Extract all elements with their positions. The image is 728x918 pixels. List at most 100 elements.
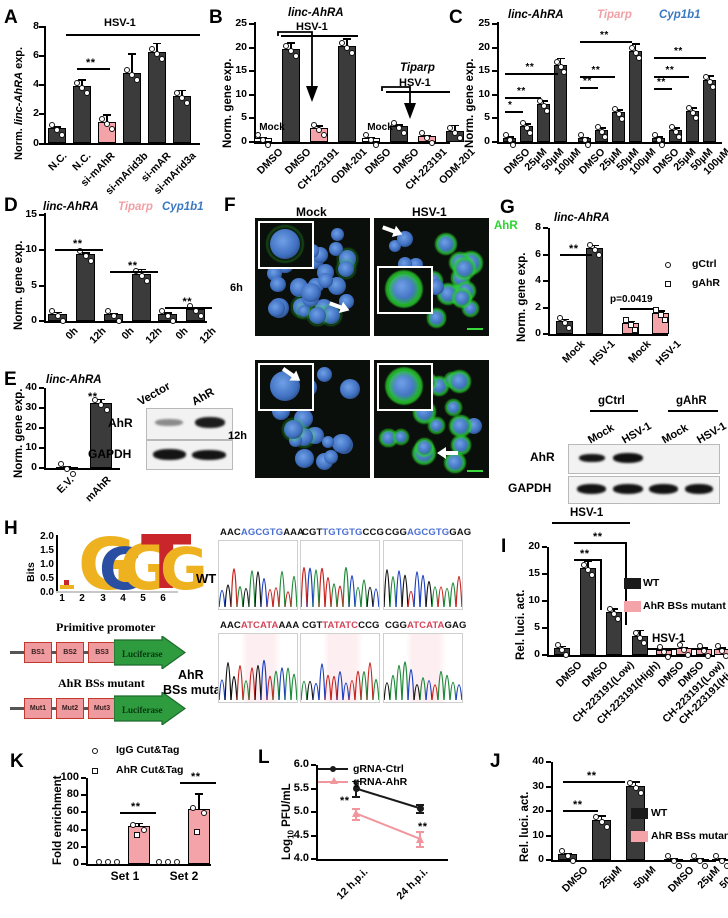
ytick-mark <box>542 627 547 629</box>
error-bar <box>708 74 711 80</box>
data-point <box>651 131 658 138</box>
data-point <box>603 824 610 831</box>
data-point <box>632 785 639 791</box>
error-bar <box>587 560 589 569</box>
data-point <box>368 137 374 144</box>
data-point <box>665 653 672 660</box>
error-cap <box>416 831 424 834</box>
panel-e-yaxis <box>44 388 46 470</box>
data-point <box>665 852 672 859</box>
bar <box>123 72 141 143</box>
ytick-label: 10 <box>532 828 544 841</box>
ytick-label: 15 <box>25 208 37 220</box>
panel-label-c: C <box>449 7 463 28</box>
sig-label: ** <box>665 65 675 76</box>
data-point <box>705 652 712 659</box>
xtick-label: HSV-1 <box>653 338 683 368</box>
ytick-mark <box>542 546 547 548</box>
pointer-arrow <box>380 221 405 242</box>
data-point <box>159 307 166 314</box>
panel-g-blot-lane-3: HSV-1 <box>695 420 728 447</box>
ytick-mark <box>81 845 86 848</box>
ytick-label: 20 <box>528 540 540 552</box>
data-point <box>657 311 664 318</box>
band <box>153 449 186 460</box>
data-point <box>129 71 135 78</box>
error-cap <box>78 79 86 81</box>
data-point <box>606 605 613 612</box>
error-bar <box>290 42 292 49</box>
ytick-mark <box>39 407 44 409</box>
data-point <box>556 314 563 321</box>
error-cap <box>614 108 623 111</box>
ytick-label: 5 <box>31 278 37 291</box>
error-bar <box>600 814 603 821</box>
sig-label: ** <box>657 77 666 88</box>
data-point <box>661 648 667 655</box>
pointer-arrow <box>436 446 458 460</box>
data-point <box>310 121 317 128</box>
mutant-sequence-1: AACATCATAAAA <box>220 620 299 631</box>
data-point <box>57 460 64 467</box>
panel-c-yaxis <box>497 22 499 144</box>
panel-b-yaxis <box>254 22 256 144</box>
data-point <box>718 857 725 864</box>
data-point <box>130 822 136 829</box>
panel-b-arrow-left <box>277 31 318 102</box>
cell <box>397 230 414 248</box>
ytick-label: 40 <box>66 822 79 835</box>
data-point <box>714 642 721 649</box>
ahr-signal <box>335 258 356 279</box>
data-point <box>723 652 728 659</box>
ytick-label: 20 <box>66 839 79 852</box>
mutant-sequence-3: CGGATCATAGAG <box>385 620 466 631</box>
chromatogram-trace <box>218 540 298 610</box>
panel-f-image-mock-6h <box>255 218 370 336</box>
panel-l-legend-marker-ahr <box>330 777 338 784</box>
band <box>613 484 643 494</box>
data-point <box>109 125 116 132</box>
mutant-sequence-2: CGTTATATCCCG <box>302 620 380 631</box>
panel-i-sig-1: ** <box>580 548 590 560</box>
panel-i-legend-wt: WT <box>643 577 660 589</box>
xtick-label: DMSO <box>559 864 590 895</box>
error-bar <box>542 99 545 104</box>
data-point <box>668 123 675 130</box>
ytick-label: 8 <box>535 221 541 233</box>
data-point <box>681 647 687 654</box>
data-point <box>373 142 380 149</box>
ytick-mark <box>546 834 551 837</box>
bar <box>148 52 166 143</box>
ytick-label: 5.5 <box>293 781 309 794</box>
panel-f-col-0: Mock <box>296 205 327 219</box>
logo-letter-small <box>60 585 74 589</box>
data-point <box>689 109 696 116</box>
panel-a-ytick-4: 8 <box>33 20 39 32</box>
band <box>192 450 226 460</box>
cell <box>316 366 333 383</box>
bar <box>554 64 567 142</box>
data-point <box>713 852 720 859</box>
data-point-igg <box>114 859 120 865</box>
data-point <box>148 46 155 53</box>
panel-c-title-0: linc-AhRA <box>508 9 564 21</box>
data-point <box>632 49 639 56</box>
error-cap <box>451 124 459 127</box>
panel-g-legend-gahr: gAhR <box>692 277 720 289</box>
data-point <box>77 247 84 254</box>
panel-g-legend-marker-gahr <box>665 281 671 287</box>
data-point <box>636 54 643 61</box>
bar <box>128 826 150 864</box>
magnified-inset <box>377 363 433 411</box>
error-cap <box>416 846 424 849</box>
panel-label-h: H <box>4 518 18 539</box>
data-point <box>561 319 568 326</box>
sig-label: ** <box>182 296 193 308</box>
panel-g-sig-line <box>560 254 592 256</box>
band <box>685 484 713 494</box>
panel-i-legend-mut: AhR BSs mutant <box>643 600 726 612</box>
promoter-line <box>51 651 58 654</box>
ytick-label: 6 <box>535 247 541 260</box>
panel-g-xaxis <box>548 334 668 336</box>
error-cap <box>688 107 697 109</box>
